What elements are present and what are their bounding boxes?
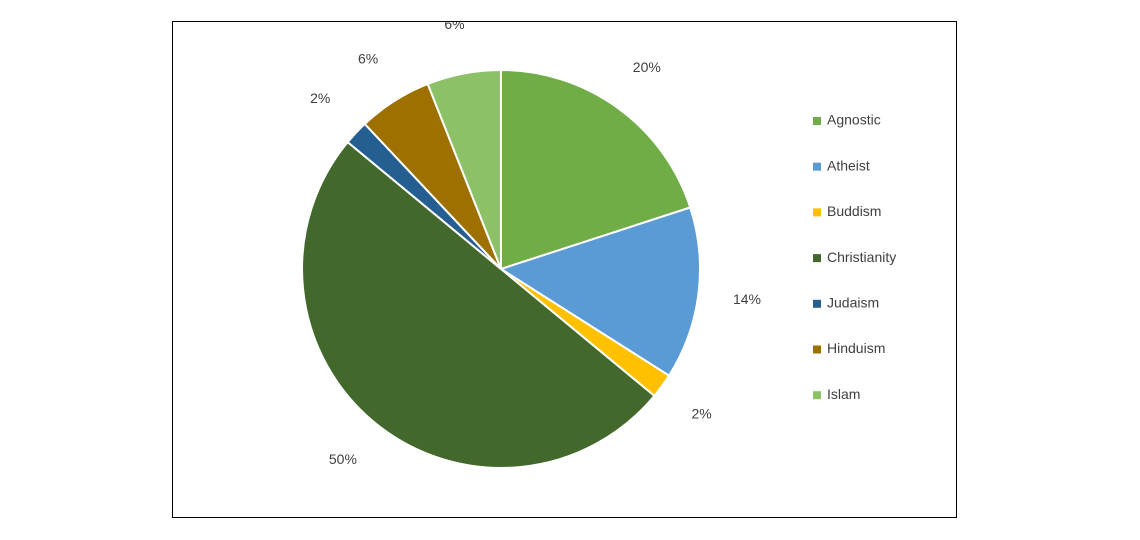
legend-item-islam: Islam bbox=[813, 386, 860, 402]
legend-swatch-christianity bbox=[813, 254, 821, 263]
pie-slice-christianity bbox=[301, 141, 656, 469]
pie-slices bbox=[301, 69, 701, 469]
legend-swatch-judaism bbox=[813, 299, 821, 308]
data-label-islam: 6% bbox=[444, 22, 464, 32]
legend-item-hinduism: Hinduism bbox=[813, 340, 885, 356]
legend-item-atheist: Atheist bbox=[813, 157, 870, 173]
legend-label-buddism: Buddism bbox=[827, 203, 881, 219]
legend-swatch-buddism bbox=[813, 208, 821, 217]
legend-label-atheist: Atheist bbox=[827, 157, 870, 173]
data-label-buddism: 2% bbox=[691, 406, 711, 422]
pie-slice-agnostic bbox=[500, 69, 692, 270]
legend-item-judaism: Judaism bbox=[813, 295, 879, 311]
legend-label-islam: Islam bbox=[827, 386, 860, 402]
data-label-judaism: 2% bbox=[310, 90, 330, 106]
legend-swatch-atheist bbox=[813, 162, 821, 171]
pie-slice-atheist bbox=[500, 206, 701, 377]
data-label-christianity: 50% bbox=[329, 451, 357, 467]
pie-chart: 20% 14% 2% 50% 2% 6% 6% Agnostic Atheist Buddism… bbox=[301, 22, 896, 469]
data-label-atheist: 14% bbox=[733, 291, 761, 307]
legend-label-judaism: Judaism bbox=[827, 295, 879, 311]
data-label-agnostic: 20% bbox=[633, 59, 661, 75]
legend-label-christianity: Christianity bbox=[827, 249, 896, 265]
legend-label-hinduism: Hinduism bbox=[827, 340, 885, 356]
legend-swatch-agnostic bbox=[813, 117, 821, 125]
chart-frame: 20% 14% 2% 50% 2% 6% 6% Agnostic Atheist Buddism… bbox=[172, 21, 957, 518]
legend: Agnostic Atheist Buddism Christianity Judais… bbox=[813, 112, 896, 402]
legend-swatch-hinduism bbox=[813, 345, 821, 354]
legend-item-agnostic: Agnostic bbox=[813, 112, 881, 128]
legend-item-christianity: Christianity bbox=[813, 249, 896, 265]
legend-swatch-islam bbox=[813, 391, 821, 400]
data-label-hinduism: 6% bbox=[358, 50, 378, 66]
pie-slice-islam bbox=[426, 69, 502, 270]
legend-label-agnostic: Agnostic bbox=[827, 112, 881, 128]
legend-item-buddism: Buddism bbox=[813, 203, 881, 219]
pie-data-labels: 20% 14% 2% 50% 2% 6% 6% bbox=[310, 22, 761, 467]
